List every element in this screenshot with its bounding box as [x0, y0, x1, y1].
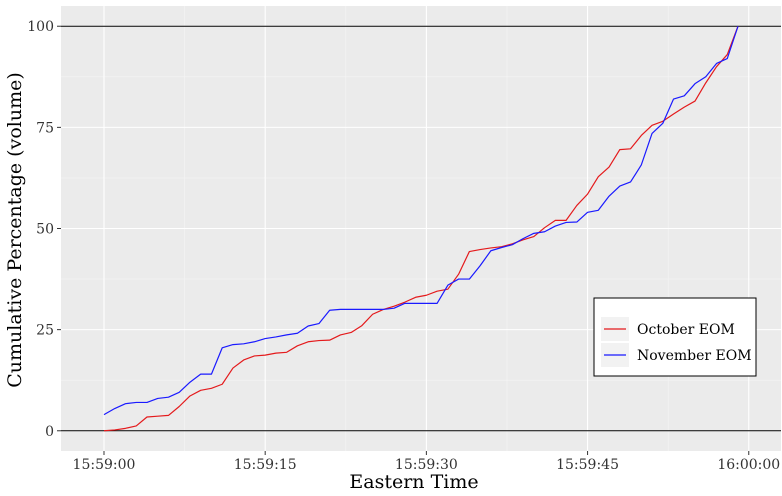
y-tick-label: 25: [36, 323, 54, 339]
legend: October EOM November EOM: [593, 297, 757, 377]
y-tick-label: 75: [36, 120, 54, 136]
legend-label-november: November EOM: [637, 348, 752, 364]
x-tick-label: 15:59:30: [395, 457, 458, 473]
y-tick-label: 0: [45, 424, 54, 440]
x-axis-ticks: 15:59:00 15:59:15 15:59:30 15:59:45 16:00:00: [73, 451, 780, 473]
x-tick-label: 15:59:15: [234, 457, 297, 473]
reference-lines: [61, 25, 781, 432]
x-axis-title: Eastern Time: [349, 471, 478, 493]
y-tick-label: 50: [36, 222, 54, 238]
series-lines: [103, 26, 739, 432]
y-tick-label: 100: [27, 19, 54, 35]
legend-label-october: October EOM: [637, 322, 735, 338]
x-tick-label: 15:59:45: [556, 457, 619, 473]
series-line-october: [103, 26, 739, 432]
y-axis-ticks: 0 25 50 75 100: [27, 19, 61, 440]
x-tick-label: 15:59:00: [73, 457, 136, 473]
x-tick-label: 16:00:00: [717, 457, 780, 473]
series-line-november: [103, 26, 739, 416]
y-axis-title: Cumulative Percentage (volume): [4, 72, 26, 388]
